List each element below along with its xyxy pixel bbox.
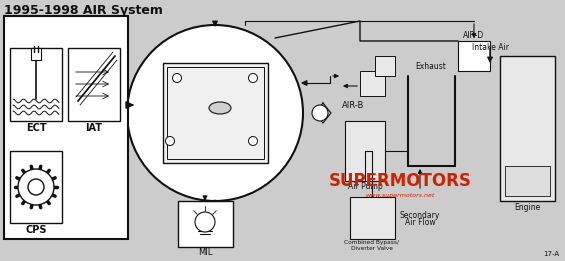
Bar: [68, 48, 120, 121]
Bar: [31, 48, 41, 60]
Text: www.supermotors.net: www.supermotors.net: [366, 193, 434, 199]
Ellipse shape: [209, 102, 231, 114]
Bar: [375, 56, 395, 76]
Text: CPS: CPS: [25, 225, 47, 235]
Bar: [500, 56, 555, 201]
Text: Engine: Engine: [514, 203, 540, 212]
Bar: [178, 201, 233, 247]
Circle shape: [249, 74, 258, 82]
Bar: [350, 197, 395, 239]
Circle shape: [249, 137, 258, 145]
Circle shape: [312, 105, 328, 121]
Bar: [167, 67, 264, 159]
Bar: [10, 48, 62, 121]
Bar: [458, 41, 490, 71]
Text: Air Pump: Air Pump: [347, 182, 383, 191]
Text: 17-A: 17-A: [543, 251, 559, 257]
Bar: [4, 16, 128, 239]
Text: AIR-D: AIR-D: [463, 31, 485, 40]
Text: MIL: MIL: [198, 248, 212, 257]
Text: Secondary: Secondary: [400, 211, 440, 220]
Bar: [505, 166, 550, 196]
Text: SUPERMOTORS: SUPERMOTORS: [329, 172, 471, 190]
Text: Combined Bypass/: Combined Bypass/: [345, 240, 399, 245]
Text: Diverter Valve: Diverter Valve: [351, 246, 393, 251]
Text: Exhaust: Exhaust: [416, 62, 446, 71]
Circle shape: [172, 74, 181, 82]
Bar: [10, 151, 62, 223]
Text: AIR-B: AIR-B: [342, 102, 364, 110]
Bar: [345, 121, 385, 181]
Circle shape: [28, 179, 44, 195]
Text: Air Flow: Air Flow: [405, 218, 435, 227]
Bar: [360, 71, 385, 96]
Circle shape: [127, 25, 303, 201]
Circle shape: [195, 212, 215, 232]
Text: IAT: IAT: [85, 123, 102, 133]
Circle shape: [166, 137, 175, 145]
Bar: [163, 63, 268, 163]
Text: Intake Air: Intake Air: [472, 43, 508, 52]
Circle shape: [18, 169, 54, 205]
Text: ECT: ECT: [25, 123, 46, 133]
Text: 1995-1998 AIR System: 1995-1998 AIR System: [4, 4, 163, 17]
